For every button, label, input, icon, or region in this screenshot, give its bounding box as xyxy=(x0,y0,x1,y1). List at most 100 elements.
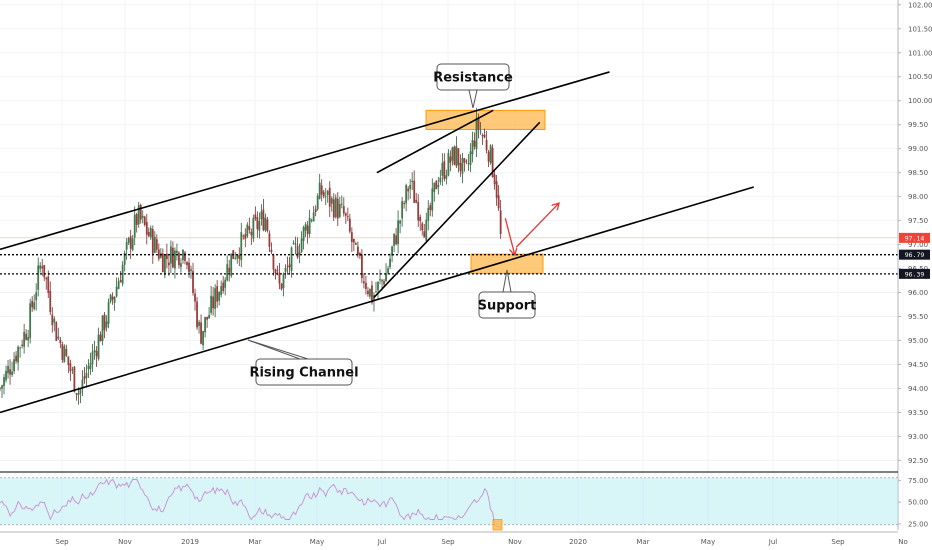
candle-body xyxy=(141,215,144,218)
candle-body xyxy=(461,157,464,174)
candle-body xyxy=(11,371,13,375)
candle-body xyxy=(121,264,124,284)
candle-body xyxy=(284,267,287,272)
callouts: Resistance Support Rising Channel xyxy=(247,63,536,386)
candle-body xyxy=(200,322,202,344)
price-badge xyxy=(899,249,930,260)
candle-body xyxy=(451,147,454,161)
resistance-callout-pointer xyxy=(468,89,474,109)
candle-body xyxy=(425,219,428,241)
candle-body xyxy=(236,255,239,259)
candle-body xyxy=(99,334,102,342)
candle-body xyxy=(499,210,502,234)
candle-body xyxy=(97,334,100,359)
candle-body xyxy=(25,333,28,340)
candle-body xyxy=(385,273,387,282)
candle-body xyxy=(296,245,299,258)
candle-body xyxy=(330,198,333,204)
candle-body xyxy=(188,262,190,273)
price-tick-label: 92.50 xyxy=(908,457,928,465)
candle-body xyxy=(485,139,488,151)
price-badge-label: 96.79 xyxy=(905,251,925,259)
candle-body xyxy=(471,139,474,155)
candle-body xyxy=(178,252,180,266)
candle-body xyxy=(234,258,237,260)
candle-body xyxy=(220,286,223,295)
candle-body xyxy=(407,188,410,192)
channel-callout-label: Rising Channel xyxy=(249,366,358,381)
candle-body xyxy=(477,117,480,130)
price-tick-label: 95.00 xyxy=(908,337,928,345)
candle-body xyxy=(292,243,295,245)
candle-body xyxy=(453,146,456,165)
candle-body xyxy=(43,265,46,278)
zones xyxy=(425,109,546,274)
candle-body xyxy=(493,174,496,185)
candle-body xyxy=(182,249,184,261)
candle-body xyxy=(222,282,225,291)
candle-body xyxy=(27,336,30,341)
price-tick-label: 98.50 xyxy=(908,169,928,177)
candle-body xyxy=(105,321,108,328)
candle-body xyxy=(238,254,241,259)
candle-body xyxy=(13,359,15,372)
candle-body xyxy=(33,302,36,310)
osc-tick-label: 50.00 xyxy=(908,499,928,507)
candle-body xyxy=(49,290,52,313)
candle-body xyxy=(153,236,156,253)
candle-body xyxy=(332,199,335,218)
candle-body xyxy=(125,242,128,250)
candle-body xyxy=(344,213,347,216)
candle-body xyxy=(290,247,293,271)
candle-body xyxy=(439,177,442,183)
candle-body xyxy=(5,370,7,381)
candle-body xyxy=(240,232,243,261)
candle-body xyxy=(356,246,359,255)
candle-body xyxy=(31,300,34,308)
candle-body xyxy=(51,314,54,326)
candle-body xyxy=(95,351,98,357)
candle-body xyxy=(429,205,432,210)
candle-body xyxy=(69,363,72,372)
candle-body xyxy=(441,162,444,176)
price-tick-label: 101.50 xyxy=(908,25,932,33)
candle-body xyxy=(230,253,233,276)
candle-body xyxy=(109,294,112,302)
candle-body xyxy=(216,286,219,302)
candle-body xyxy=(455,146,458,167)
price-badge-label: 97.14 xyxy=(905,234,925,242)
price-axis: 102.00 101.50 101.00 100.50 100.00 99.50 99.00… xyxy=(897,0,932,530)
candle-body xyxy=(469,151,472,166)
wedge-lower-line xyxy=(373,121,541,298)
candle-body xyxy=(73,366,76,392)
candle-body xyxy=(381,279,383,282)
resistance-callout-box xyxy=(436,63,510,91)
candle-body xyxy=(57,336,60,339)
candle-body xyxy=(135,214,138,226)
candle-body xyxy=(37,265,40,290)
candle-body xyxy=(85,372,88,378)
candle-body xyxy=(437,184,440,188)
candle-body xyxy=(413,180,416,203)
candle-body xyxy=(23,331,26,347)
candle-body xyxy=(411,180,414,183)
candle-body xyxy=(379,279,381,281)
osc-tick-label: 25.00 xyxy=(908,520,928,528)
candle-body xyxy=(145,221,148,235)
candle-body xyxy=(342,206,345,214)
candle-body xyxy=(401,201,404,219)
price-badge-label: 96.39 xyxy=(905,270,925,278)
candle-body xyxy=(161,253,164,273)
candle-body xyxy=(47,276,50,294)
candle-body xyxy=(350,232,353,243)
price-tick-label: 102.00 xyxy=(908,1,932,9)
candle-body xyxy=(473,140,476,147)
candle-body xyxy=(336,198,339,219)
candle-body xyxy=(41,266,44,269)
price-tick-label: 93.00 xyxy=(908,433,928,441)
candle-body xyxy=(83,376,86,380)
candle-body xyxy=(101,315,104,342)
candle-body xyxy=(19,347,22,349)
candle-body xyxy=(202,330,204,346)
